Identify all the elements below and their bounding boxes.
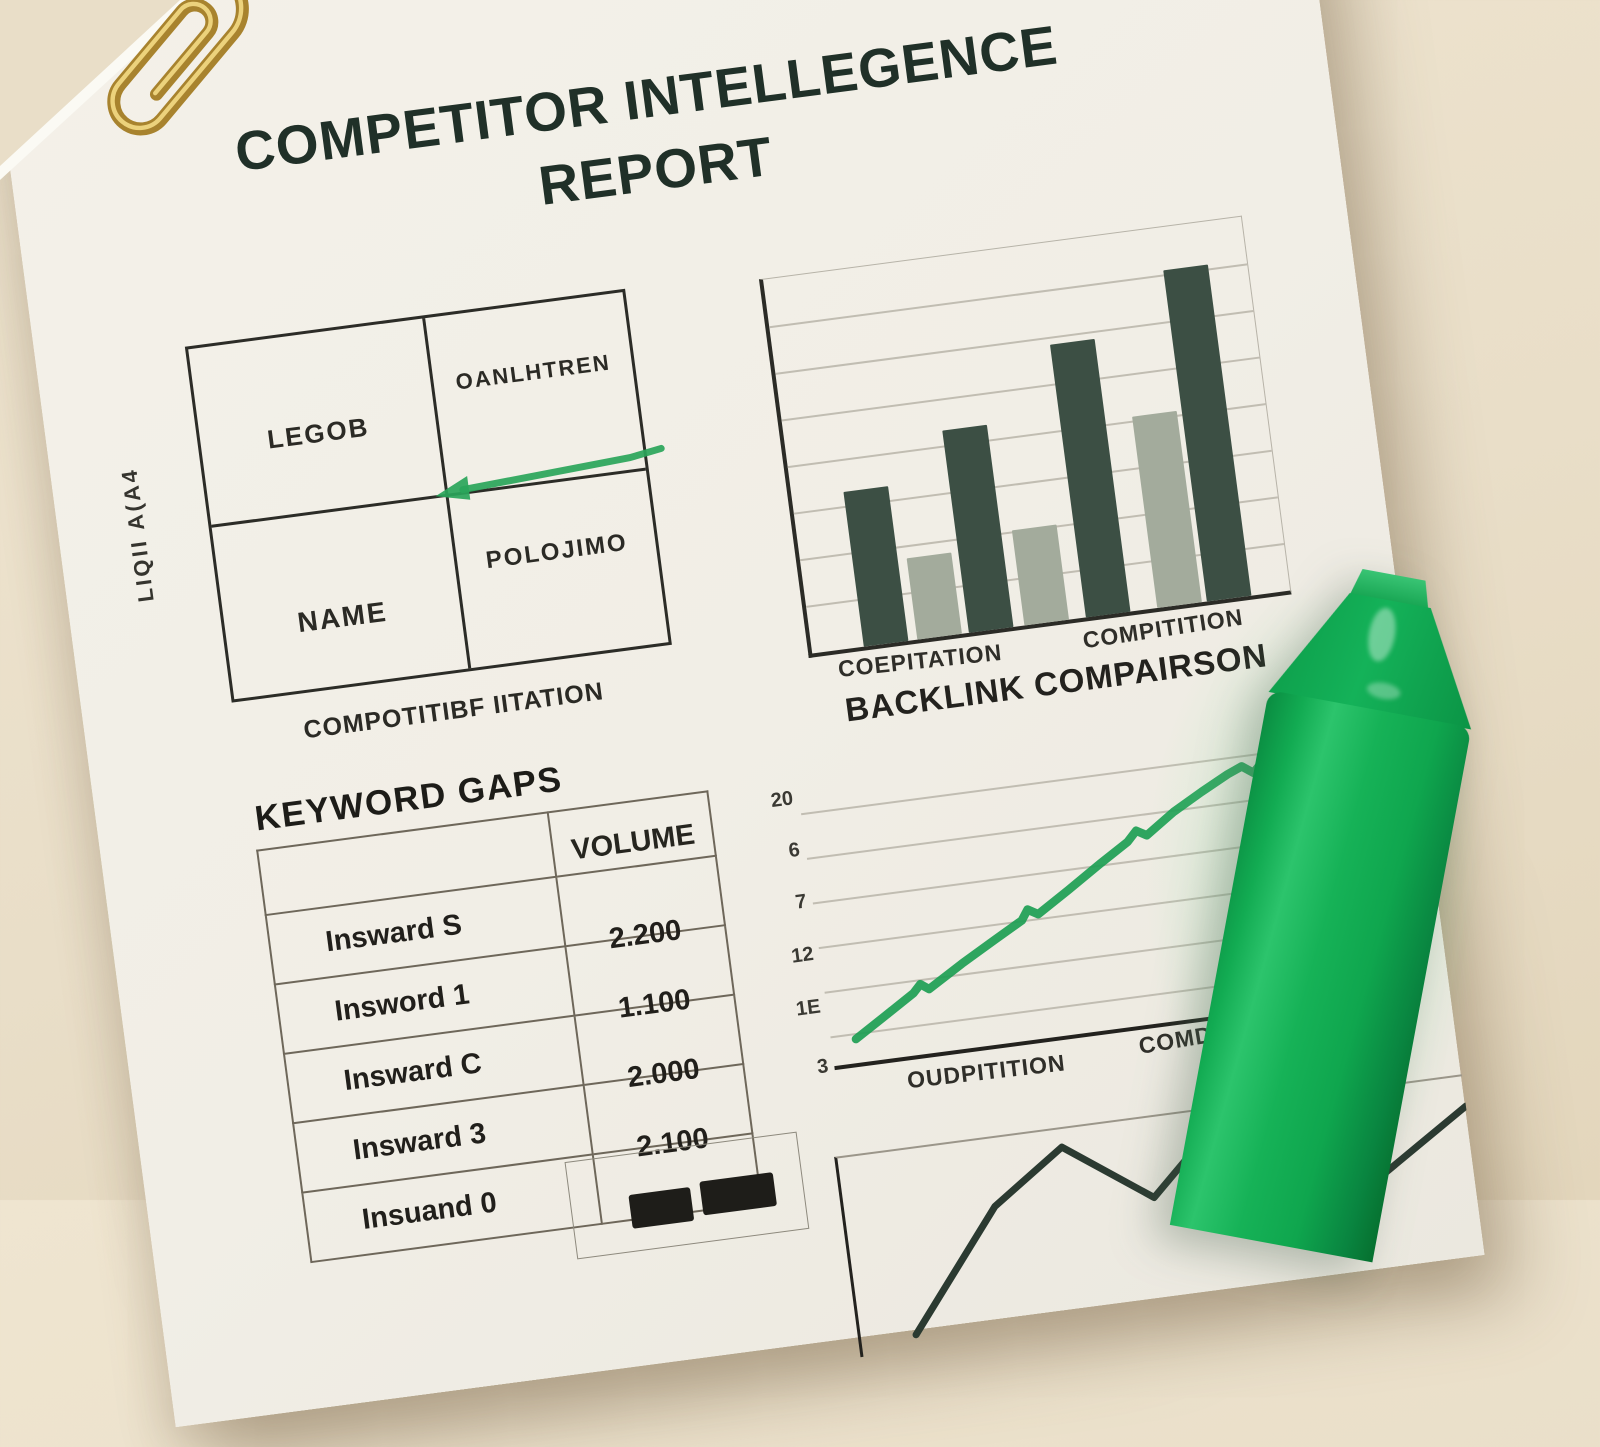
y-tick-label: 6 bbox=[787, 838, 802, 863]
y-tick-label: 20 bbox=[769, 787, 795, 813]
bar-chart bbox=[758, 215, 1292, 658]
y-tick-label: 3 bbox=[815, 1055, 830, 1079]
bar-1 bbox=[843, 486, 909, 647]
y-tick-label: 7 bbox=[794, 890, 808, 914]
cropped-text-fragment bbox=[699, 1172, 778, 1216]
green-marker-arrow bbox=[435, 444, 665, 500]
bar-chart-bars bbox=[763, 217, 1252, 647]
y-tick-label: 1E bbox=[794, 995, 822, 1021]
quadrant-label-top-left: LEGOB bbox=[265, 411, 371, 455]
bar-2 bbox=[906, 552, 962, 640]
bar-4 bbox=[1011, 524, 1070, 626]
quadrant-matrix-chart: LEGOB OANLHTREN NAME POLOJIMO bbox=[184, 288, 672, 703]
report-title: COMPETITOR INTELLEGENCE REPORT bbox=[156, 0, 1147, 271]
cropped-text-fragment bbox=[628, 1187, 695, 1229]
quadrant-label-bottom-left: NAME bbox=[295, 595, 390, 639]
quadrant-label-bottom-right: POLOJIMO bbox=[484, 528, 630, 575]
gold-paperclip bbox=[60, 0, 286, 168]
y-tick-label: 12 bbox=[789, 942, 815, 968]
quadrant-label-top-right: OANLHTREN bbox=[454, 349, 613, 395]
backlink-trend-line bbox=[851, 761, 1264, 1044]
quadrant-y-axis-label: LIQII A(A4 bbox=[116, 465, 159, 604]
